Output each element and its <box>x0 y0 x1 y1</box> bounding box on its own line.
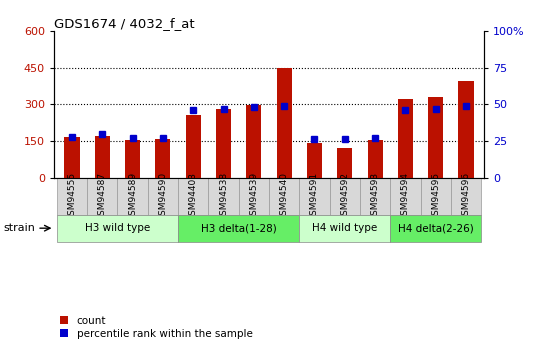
Bar <box>299 215 390 242</box>
Bar <box>208 178 239 215</box>
Text: GSM94593: GSM94593 <box>371 172 380 221</box>
Bar <box>360 178 390 215</box>
Bar <box>299 178 330 215</box>
Text: GSM94594: GSM94594 <box>401 172 410 221</box>
Bar <box>239 178 269 215</box>
Text: GSM94555: GSM94555 <box>67 172 76 221</box>
Bar <box>178 178 208 215</box>
Text: GSM94587: GSM94587 <box>98 172 107 221</box>
Bar <box>216 109 231 178</box>
Bar <box>246 105 261 178</box>
Text: GSM94592: GSM94592 <box>340 172 349 221</box>
Bar <box>277 68 292 178</box>
Bar <box>117 178 148 215</box>
Text: H4 delta(2-26): H4 delta(2-26) <box>398 223 473 233</box>
Text: GSM94538: GSM94538 <box>219 172 228 221</box>
Bar <box>451 178 481 215</box>
Text: H4 wild type: H4 wild type <box>312 223 377 233</box>
Text: H3 wild type: H3 wild type <box>85 223 150 233</box>
Bar <box>458 81 473 178</box>
Bar <box>398 99 413 178</box>
Text: GSM94539: GSM94539 <box>249 172 258 221</box>
Bar <box>367 140 383 178</box>
Text: GSM94540: GSM94540 <box>280 172 289 221</box>
Bar <box>421 178 451 215</box>
Bar <box>95 136 110 178</box>
Bar <box>186 115 201 178</box>
Bar <box>390 178 421 215</box>
Bar <box>337 148 352 178</box>
Bar <box>57 178 87 215</box>
Bar <box>390 215 481 242</box>
Text: GSM94590: GSM94590 <box>158 172 167 221</box>
Text: strain: strain <box>4 223 36 233</box>
Bar <box>330 178 360 215</box>
Bar <box>155 139 171 178</box>
Text: GSM94595: GSM94595 <box>431 172 440 221</box>
Bar <box>269 178 299 215</box>
Bar <box>57 215 178 242</box>
Bar <box>87 178 117 215</box>
Text: GSM94591: GSM94591 <box>310 172 319 221</box>
Bar <box>125 140 140 178</box>
Text: H3 delta(1-28): H3 delta(1-28) <box>201 223 277 233</box>
Bar <box>428 97 443 178</box>
Text: GSM94403: GSM94403 <box>189 172 198 221</box>
Text: GDS1674 / 4032_f_at: GDS1674 / 4032_f_at <box>54 17 194 30</box>
Bar <box>307 144 322 178</box>
Text: GSM94589: GSM94589 <box>128 172 137 221</box>
Bar <box>148 178 178 215</box>
Legend: count, percentile rank within the sample: count, percentile rank within the sample <box>59 315 253 340</box>
Text: GSM94596: GSM94596 <box>462 172 471 221</box>
Bar <box>65 137 80 178</box>
Bar <box>178 215 299 242</box>
